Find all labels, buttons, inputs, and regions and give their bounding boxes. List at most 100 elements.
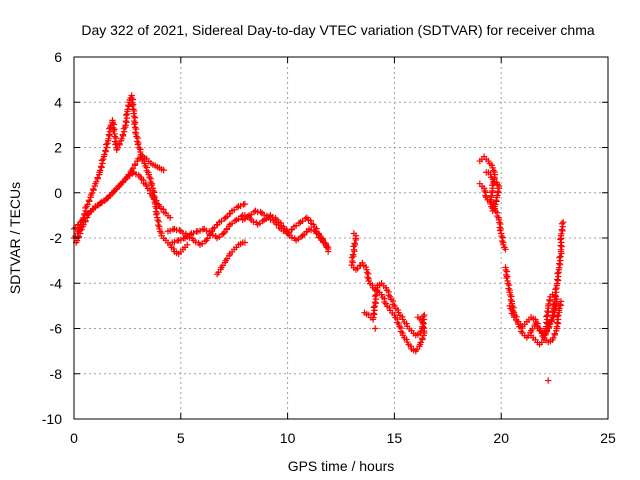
data-point <box>153 211 160 218</box>
data-point <box>302 215 309 222</box>
data-point <box>502 246 509 253</box>
chart-title: Day 322 of 2021, Sidereal Day-to-day VTE… <box>81 22 594 38</box>
data-point <box>507 296 514 303</box>
tick-label-layer: 0 5 10 15 20 25 -10 -8 -6 -4 -2 0 2 4 6 <box>42 49 616 446</box>
data-point <box>238 213 245 220</box>
tick-layer <box>73 56 609 420</box>
x-tick-label: 15 <box>387 430 403 446</box>
data-point <box>371 298 379 306</box>
data-point <box>550 313 557 321</box>
data-layer <box>70 92 567 384</box>
data-point <box>498 237 506 245</box>
data-point <box>554 276 561 283</box>
data-point <box>122 117 130 125</box>
data-point <box>324 243 332 251</box>
y-axis-title: SDTVAR / TECUs <box>7 182 23 294</box>
data-point <box>370 304 377 311</box>
data-point <box>97 199 104 207</box>
x-tick-label: 5 <box>177 430 185 446</box>
data-point <box>155 221 162 229</box>
data-point <box>545 324 553 332</box>
data-point <box>545 300 552 308</box>
y-tick-label: -6 <box>50 321 63 337</box>
y-tick-label: 0 <box>54 185 62 201</box>
y-tick-label: -10 <box>42 411 62 427</box>
data-point <box>554 270 561 277</box>
x-tick-label: 10 <box>280 430 296 446</box>
data-point <box>488 174 495 181</box>
data-point <box>421 311 428 319</box>
data-point <box>364 273 371 281</box>
data-point <box>98 157 106 164</box>
data-point <box>373 287 380 294</box>
data-point <box>559 218 567 226</box>
data-point <box>101 151 108 158</box>
data-point <box>553 300 560 307</box>
data-point <box>176 226 183 234</box>
data-point <box>103 141 110 148</box>
data-point <box>503 274 510 282</box>
data-point <box>190 229 197 237</box>
data-point <box>257 208 264 216</box>
data-point <box>295 220 303 227</box>
data-point <box>288 234 296 241</box>
data-point <box>231 217 239 225</box>
data-point <box>546 296 553 303</box>
data-point <box>97 163 105 170</box>
data-point <box>558 226 565 233</box>
data-point <box>177 236 184 244</box>
data-point <box>135 144 143 152</box>
y-tick-label: 4 <box>54 94 62 110</box>
data-point <box>192 238 199 246</box>
data-point <box>110 127 117 135</box>
data-point <box>310 226 318 234</box>
data-point <box>351 248 358 255</box>
x-tick-label: 25 <box>600 430 616 446</box>
data-point <box>352 236 360 244</box>
data-point <box>119 131 126 138</box>
data-point <box>494 187 502 195</box>
data-point <box>542 329 550 337</box>
data-point <box>558 220 566 227</box>
data-point <box>556 260 563 267</box>
data-point <box>492 201 499 208</box>
data-point <box>209 232 217 239</box>
data-point <box>184 241 191 248</box>
data-point <box>250 218 257 225</box>
data-point <box>483 169 490 176</box>
data-point <box>166 227 174 235</box>
data-point <box>543 313 550 320</box>
data-point <box>131 120 138 128</box>
data-point <box>171 238 178 246</box>
series-sat-track-e <box>169 212 246 246</box>
series-sat-track-c <box>72 169 174 246</box>
data-point <box>203 227 210 235</box>
data-point <box>118 135 125 142</box>
y-tick-label: 2 <box>54 140 62 156</box>
data-point <box>370 310 377 317</box>
data-point <box>419 319 427 326</box>
data-point <box>492 197 500 204</box>
data-point <box>97 167 104 174</box>
x-axis-title: GPS time / hours <box>288 458 395 474</box>
series-sat-track-h <box>241 212 332 251</box>
data-point <box>160 166 167 174</box>
data-point <box>553 319 561 326</box>
grid-layer <box>74 57 608 419</box>
data-point <box>125 102 132 109</box>
x-tick-label: 0 <box>70 430 78 446</box>
data-point <box>132 171 140 178</box>
data-point <box>75 233 82 240</box>
series-sat-track-l <box>476 169 503 215</box>
data-point <box>259 217 266 225</box>
y-tick-label: -2 <box>50 230 63 246</box>
data-point <box>269 214 276 221</box>
data-point <box>556 254 563 261</box>
data-point <box>496 227 504 234</box>
series-sat-track-o <box>527 291 560 348</box>
data-point <box>122 111 130 119</box>
data-point <box>505 285 512 292</box>
data-point <box>233 204 241 211</box>
data-point <box>222 214 229 221</box>
